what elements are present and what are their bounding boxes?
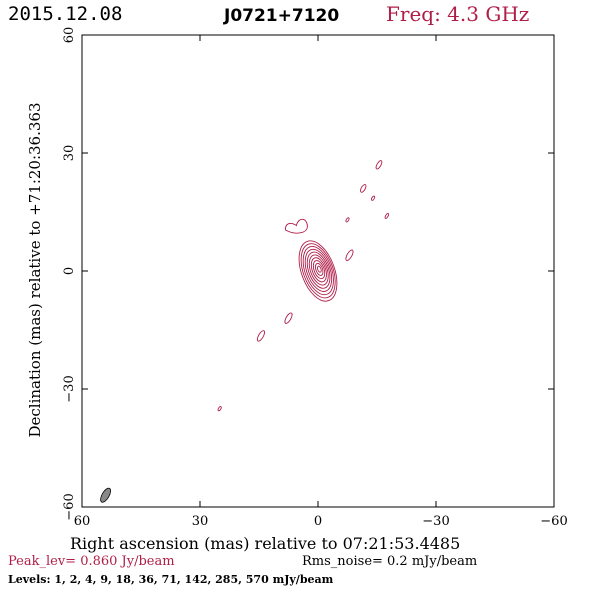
core-contour <box>306 251 331 289</box>
beam-ellipse <box>100 487 111 503</box>
tick-labels: 60 30 0 −30 −60 −60 −30 0 30 60 <box>62 27 568 529</box>
component-contour <box>345 249 354 261</box>
core-contour <box>312 260 326 280</box>
x-axis-label: Right ascension (mas) relative to 07:21:… <box>70 534 461 553</box>
y-axis-label: Declination (mas) relative to +71:20:36.… <box>26 102 44 437</box>
y-tick-label: −60 <box>62 493 77 520</box>
core-contour <box>308 254 329 286</box>
y-tick-label: −30 <box>62 375 77 402</box>
component-contour <box>256 330 266 342</box>
rms-noise: Rms_noise= 0.2 mJy/beam <box>302 554 478 569</box>
x-tick-label: 30 <box>192 514 209 529</box>
beam-ellipse-group <box>100 487 111 503</box>
y-tick-label: 30 <box>62 145 77 162</box>
x-tick-label: 0 <box>314 514 322 529</box>
observation-date: 2015.12.08 <box>8 3 123 25</box>
core-contour <box>304 248 333 292</box>
x-tick-label: −60 <box>540 514 567 529</box>
component-contour <box>360 184 367 193</box>
component-contour <box>375 160 383 170</box>
core-contour <box>310 257 327 283</box>
component-contour <box>345 217 350 223</box>
component-contour <box>284 312 293 324</box>
peak-level: Peak_lev= 0.860 Jy/beam <box>8 554 175 569</box>
x-tick-label: 60 <box>74 514 91 529</box>
x-tick-label: −30 <box>422 514 449 529</box>
contours <box>217 160 389 412</box>
core-contour <box>317 265 322 273</box>
y-tick-label: 0 <box>62 267 77 275</box>
extended-component-contour <box>284 218 308 234</box>
component-contour <box>217 406 222 412</box>
contour-levels: Levels: 1, 2, 4, 9, 18, 36, 71, 142, 285… <box>8 573 334 586</box>
core-contour <box>314 262 324 276</box>
source-name: J0721+7120 <box>224 6 340 26</box>
core-contour <box>298 240 338 302</box>
axis-ticks <box>81 34 555 508</box>
core-contour <box>302 246 334 296</box>
component-contour <box>384 213 389 219</box>
y-tick-label: 60 <box>62 27 77 44</box>
core-contour <box>300 243 336 299</box>
frequency-label: Freq: 4.3 GHz <box>386 2 530 26</box>
component-contour <box>371 195 376 201</box>
